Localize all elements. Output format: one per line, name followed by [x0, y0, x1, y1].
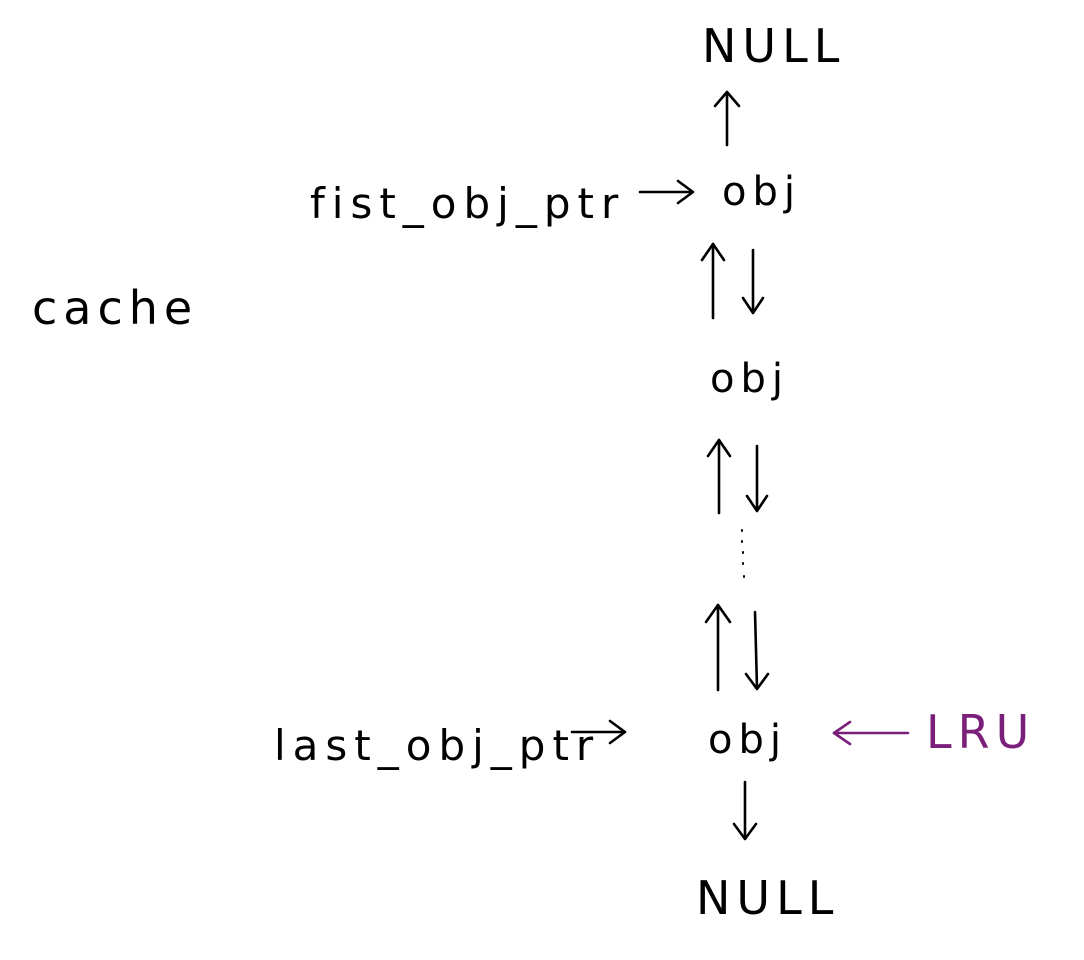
link-arrows-3 — [704, 603, 770, 692]
first-ptr-arrow — [638, 179, 695, 205]
last-ptr-arrow — [570, 719, 627, 745]
link-arrows-1 — [700, 242, 765, 320]
null-bottom-label: NULL — [696, 871, 839, 925]
obj-node-last: obj — [708, 717, 787, 763]
ellipsis-dots — [741, 529, 745, 578]
link-arrows-2 — [706, 438, 769, 515]
last-obj-ptr-label: last_obj_ptr — [274, 721, 600, 770]
cache-label: cache — [32, 281, 198, 335]
arrow-up-to-null — [713, 90, 741, 147]
obj-node-second: obj — [710, 356, 789, 402]
lru-label: LRU — [926, 705, 1035, 759]
arrow-down-to-null — [732, 780, 758, 841]
lru-arrow — [832, 720, 910, 746]
obj-node-first: obj — [722, 169, 801, 215]
null-top-label: NULL — [702, 19, 845, 73]
first-obj-ptr-label: fist_obj_ptr — [310, 179, 625, 228]
